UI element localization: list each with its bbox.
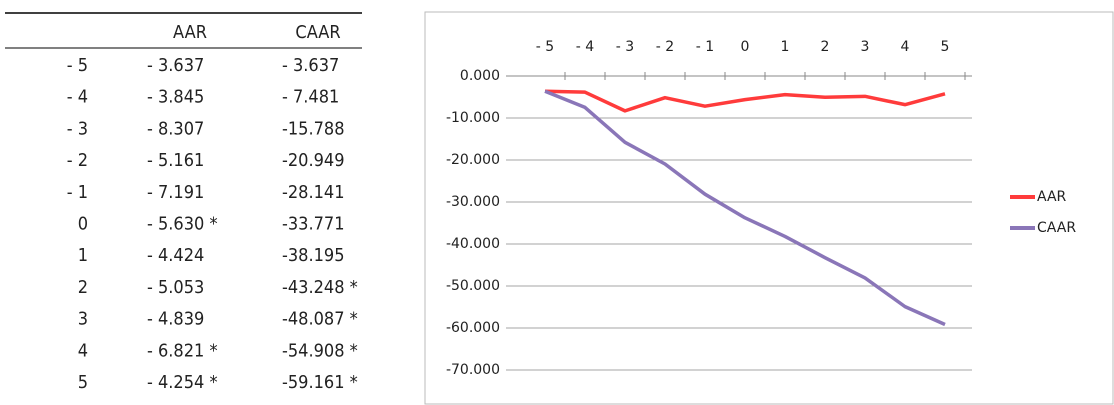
row-label: - 5 xyxy=(67,55,88,76)
row-label: 2 xyxy=(78,277,88,298)
caar-cell: -33.771 xyxy=(282,214,345,235)
x-tick-label: 5 xyxy=(941,39,950,55)
caar-cell: -28.141 xyxy=(282,182,345,203)
aar-cell: - 5.161 xyxy=(147,150,204,171)
x-tick-label: - 3 xyxy=(616,39,634,55)
row-label: 4 xyxy=(78,340,88,361)
series-line xyxy=(544,89,946,113)
x-tick-label: 4 xyxy=(901,39,910,55)
aar-cell: - 4.254 * xyxy=(147,372,218,393)
chart-frame xyxy=(424,11,1114,405)
row-label: - 1 xyxy=(67,182,88,203)
legend-label: AAR xyxy=(1037,189,1067,205)
aar-cell: - 8.307 xyxy=(147,118,204,139)
caar-cell: -15.788 xyxy=(282,118,345,139)
caar-cell: -38.195 xyxy=(282,245,345,266)
row-label: 0 xyxy=(78,214,88,235)
caar-cell: -43.248 * xyxy=(282,277,358,298)
table-header: AAR xyxy=(173,22,207,43)
row-label: - 4 xyxy=(67,87,88,108)
y-tick-label: -10.000 xyxy=(446,110,500,126)
caar-cell: -20.949 xyxy=(282,150,345,171)
aar-cell: - 3.637 xyxy=(147,55,204,76)
y-tick-label: -40.000 xyxy=(446,236,500,252)
y-tick-label: -60.000 xyxy=(446,320,500,336)
caar-cell: -59.161 * xyxy=(282,372,358,393)
x-tick-label: - 1 xyxy=(696,39,714,55)
row-label: 3 xyxy=(78,309,88,330)
y-tick-label: 0.000 xyxy=(460,68,500,84)
x-tick-label: - 2 xyxy=(656,39,674,55)
x-tick-label: 3 xyxy=(861,39,870,55)
y-tick-label: -20.000 xyxy=(446,152,500,168)
row-label: - 3 xyxy=(67,118,88,139)
caar-cell: - 7.481 xyxy=(282,87,339,108)
x-tick-label: - 4 xyxy=(576,39,595,55)
aar-cell: - 4.424 xyxy=(147,245,204,266)
caar-cell: -48.087 * xyxy=(282,309,358,330)
row-label: 5 xyxy=(78,372,88,393)
aar-cell: - 4.839 xyxy=(147,309,204,330)
table-header: CAAR xyxy=(295,22,340,43)
series-line xyxy=(544,89,946,327)
y-tick-label: -30.000 xyxy=(446,194,500,210)
row-label: - 2 xyxy=(67,150,88,171)
y-tick-label: -50.000 xyxy=(446,278,500,294)
aar-cell: - 5.053 xyxy=(147,277,204,298)
x-tick-label: 1 xyxy=(781,39,790,55)
x-tick-label: 0 xyxy=(741,39,750,55)
aar-cell: - 7.191 xyxy=(147,182,204,203)
aar-cell: - 3.845 xyxy=(147,87,204,108)
caar-cell: - 3.637 xyxy=(282,55,339,76)
y-tick-label: -70.000 xyxy=(446,362,500,378)
x-tick-label: - 5 xyxy=(536,39,554,55)
aar-cell: - 5.630 * xyxy=(147,214,218,235)
x-tick-label: 2 xyxy=(821,39,830,55)
legend-label: CAAR xyxy=(1037,220,1076,236)
aar-cell: - 6.821 * xyxy=(147,340,218,361)
row-label: 1 xyxy=(78,245,88,266)
caar-cell: -54.908 * xyxy=(282,340,358,361)
